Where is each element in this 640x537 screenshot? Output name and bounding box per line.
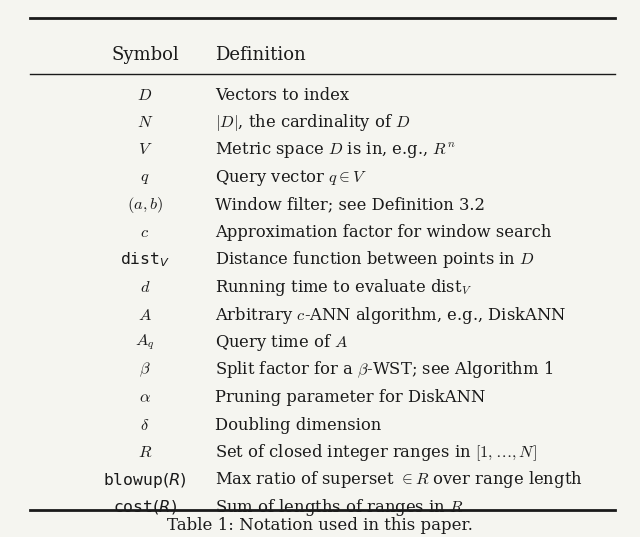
Text: $d$: $d$ [140,279,150,296]
Text: Window filter; see Definition 3.2: Window filter; see Definition 3.2 [215,197,485,214]
Text: $N$: $N$ [137,114,153,131]
Text: $q$: $q$ [140,169,150,186]
Text: Metric space $D$ is in, e.g., $R^n$: Metric space $D$ is in, e.g., $R^n$ [215,140,456,160]
Text: Distance function between points in $D$: Distance function between points in $D$ [215,250,535,271]
Text: Running time to evaluate dist$_V$: Running time to evaluate dist$_V$ [215,277,472,298]
Text: dist$_V$: dist$_V$ [120,251,170,270]
Text: cost$(R)$: cost$(R)$ [113,498,177,517]
Text: $\delta$: $\delta$ [140,417,150,433]
Text: Approximation factor for window search: Approximation factor for window search [215,224,552,241]
Text: blowup$(R)$: blowup$(R)$ [103,470,187,490]
Text: Arbitrary $c$-ANN algorithm, e.g., DiskANN: Arbitrary $c$-ANN algorithm, e.g., DiskA… [215,304,566,325]
Text: Set of closed integer ranges in $[1, \ldots, N]$: Set of closed integer ranges in $[1, \ld… [215,442,537,463]
Text: Vectors to index: Vectors to index [215,86,349,104]
Text: Sum of lengths of ranges in $R$: Sum of lengths of ranges in $R$ [215,497,464,518]
Text: $A_q$: $A_q$ [135,332,155,352]
Text: $A$: $A$ [138,307,152,323]
Text: Max ratio of superset $\in R$ over range length: Max ratio of superset $\in R$ over range… [215,469,582,490]
Text: $c$: $c$ [141,224,150,241]
Text: Pruning parameter for DiskANN: Pruning parameter for DiskANN [215,389,485,406]
Text: Symbol: Symbol [111,46,179,64]
Text: $|D|$, the cardinality of $D$: $|D|$, the cardinality of $D$ [215,112,411,133]
Text: $R$: $R$ [138,444,152,461]
Text: Query vector $q \in V$: Query vector $q \in V$ [215,168,367,187]
Text: Query time of $A$: Query time of $A$ [215,332,348,353]
Text: Definition: Definition [215,46,306,64]
Text: Split factor for a $\beta$-WST; see Algorithm 1: Split factor for a $\beta$-WST; see Algo… [215,359,553,381]
Text: $D$: $D$ [138,86,152,104]
Text: Doubling dimension: Doubling dimension [215,417,381,433]
Text: $V$: $V$ [138,142,152,158]
Text: Table 1: Notation used in this paper.: Table 1: Notation used in this paper. [167,517,473,533]
Text: $(a, b)$: $(a, b)$ [127,195,163,215]
Text: $\alpha$: $\alpha$ [139,389,151,406]
Text: $\beta$: $\beta$ [139,361,151,379]
